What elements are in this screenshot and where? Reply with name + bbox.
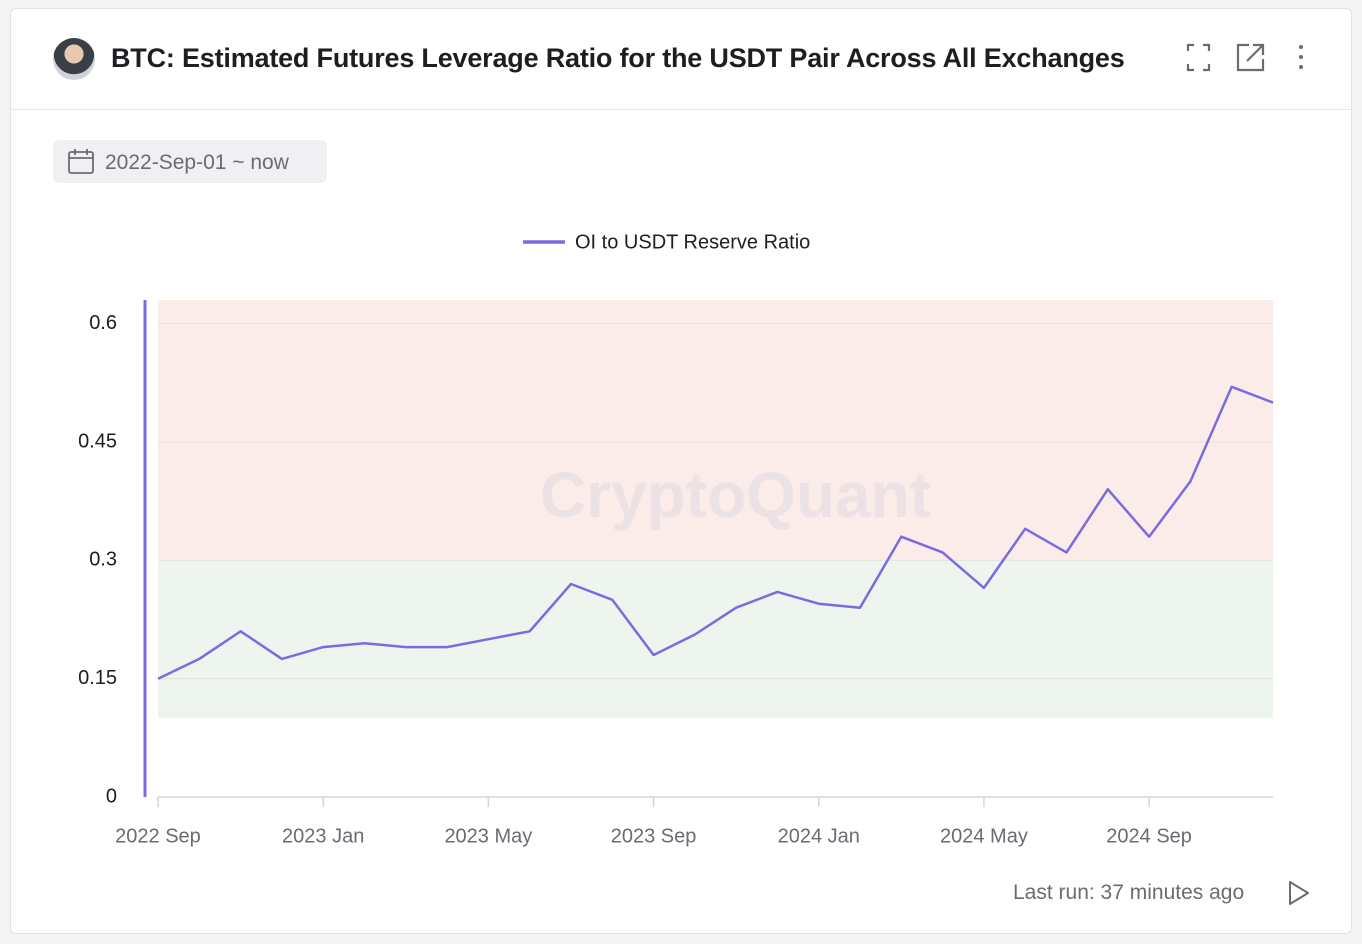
card-header: BTC: Estimated Futures Leverage Ratio fo… [11, 9, 1351, 110]
more-icon[interactable] [1299, 45, 1303, 69]
series-line [157, 385, 1274, 680]
x-tick-label: 2024 Jan [778, 825, 860, 847]
y-tick-label: 0.3 [89, 549, 117, 571]
x-tick-label: 2022 Sep [115, 825, 201, 847]
fullscreen-icon[interactable] [1186, 43, 1211, 72]
x-tick-label: 2024 May [940, 825, 1028, 847]
x-tick-label: 2023 May [444, 825, 532, 847]
x-tick-label: 2023 Sep [611, 825, 697, 847]
open-external-icon[interactable] [1236, 43, 1265, 72]
zone-band [158, 560, 1273, 719]
card-title: BTC: Estimated Futures Leverage Ratio fo… [111, 43, 1125, 73]
y-tick-label: 0.15 [78, 667, 117, 689]
legend-label: OI to USDT Reserve Ratio [575, 231, 810, 253]
date-range-picker[interactable]: 2022-Sep-01 ~ now [53, 140, 327, 183]
watermark: CryptoQuant [540, 459, 931, 531]
run-button[interactable] [1284, 879, 1312, 907]
y-tick-label: 0 [106, 785, 117, 807]
calendar-icon [68, 149, 94, 174]
y-tick-label: 0.45 [78, 430, 117, 452]
avatar[interactable] [53, 38, 95, 80]
x-tick-label: 2024 Sep [1106, 825, 1192, 847]
x-tick-label: 2023 Jan [282, 825, 364, 847]
y-tick-label: 0.6 [89, 312, 117, 334]
date-range: 2022-Sep-01 ~ now [105, 151, 289, 174]
last-run: Last run: 37 minutes ago [1013, 881, 1245, 904]
header-icons [1186, 43, 1303, 72]
zone-band [158, 300, 1273, 561]
